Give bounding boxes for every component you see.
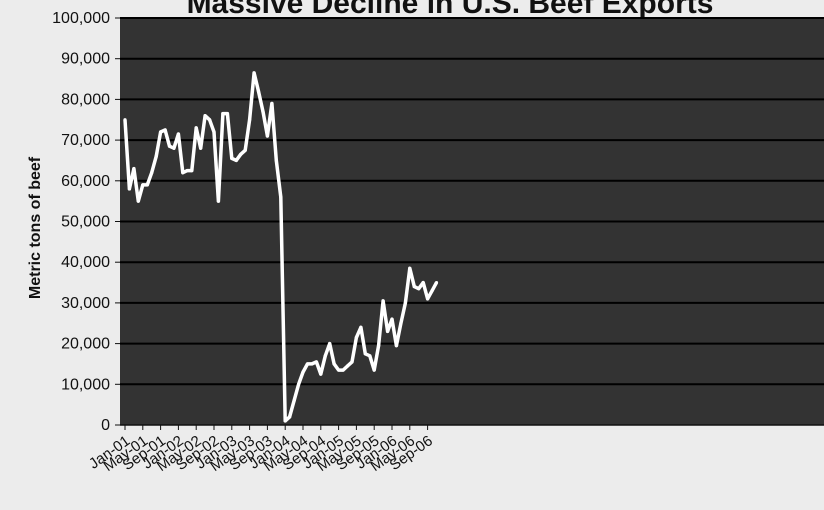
data-point	[256, 89, 261, 93]
data-point	[239, 152, 243, 156]
data-point	[328, 342, 332, 346]
data-point	[185, 169, 189, 173]
data-point	[216, 199, 221, 203]
data-point	[203, 114, 207, 118]
data-point	[394, 344, 399, 348]
y-tick-label: 10,000	[61, 376, 110, 393]
data-point	[265, 134, 269, 138]
data-point	[341, 368, 345, 372]
data-point	[421, 280, 425, 285]
data-point	[279, 195, 283, 199]
data-point	[288, 415, 292, 419]
grid-lines	[120, 17, 824, 426]
data-point	[163, 128, 167, 132]
data-point	[274, 158, 278, 163]
data-point	[252, 71, 256, 75]
data-point	[283, 419, 287, 423]
data-point	[350, 360, 354, 364]
data-point	[381, 299, 385, 303]
y-tick-label: 90,000	[61, 51, 110, 68]
data-point	[248, 118, 252, 122]
data-point	[225, 112, 229, 116]
chart-title: Massive Decline in U.S. Beef Exports	[187, 0, 714, 20]
data-point	[145, 183, 149, 187]
data-point	[132, 166, 136, 171]
data-point	[270, 101, 274, 106]
data-point	[127, 187, 132, 191]
y-tick-label: 0	[101, 417, 110, 434]
y-tick-label: 60,000	[61, 173, 110, 190]
data-point	[314, 360, 318, 364]
data-point	[310, 362, 314, 366]
data-point	[190, 169, 194, 173]
y-axis: 0 10,000 20,000 30,000 40,000 50,000 60,000 70,…	[52, 10, 120, 434]
data-point	[301, 370, 305, 374]
x-axis: Jan-01May-01Sep-01Jan-02May-02Sep-02Jan-…	[86, 425, 436, 475]
data-point	[261, 110, 265, 114]
data-point	[345, 364, 350, 368]
data-point	[337, 368, 341, 372]
data-point	[296, 382, 301, 386]
data-points	[123, 71, 439, 423]
data-point	[399, 321, 403, 325]
data-point	[332, 362, 336, 366]
y-axis-label: Metric tons of beef	[27, 156, 44, 299]
data-point	[372, 368, 376, 372]
data-point	[221, 112, 225, 116]
y-tick-label: 50,000	[61, 214, 110, 231]
data-point	[368, 354, 372, 358]
data-point	[434, 280, 439, 285]
data-point	[377, 344, 381, 348]
data-point	[319, 372, 323, 376]
y-tick-label: 40,000	[61, 254, 110, 271]
data-point	[123, 118, 127, 122]
data-point	[243, 148, 247, 152]
data-point	[207, 118, 212, 122]
data-point	[234, 158, 238, 163]
y-tick-label: 30,000	[61, 295, 110, 312]
data-point	[430, 289, 434, 293]
data-point	[390, 317, 394, 321]
data-point	[403, 301, 407, 305]
data-point	[181, 171, 185, 175]
data-point	[167, 144, 172, 148]
data-point	[426, 297, 430, 301]
y-tick-label: 70,000	[61, 132, 110, 149]
data-point	[305, 362, 310, 366]
y-tick-label: 20,000	[61, 336, 110, 353]
data-point	[172, 146, 176, 150]
data-point	[199, 146, 203, 150]
data-point	[230, 156, 234, 161]
data-point	[212, 130, 216, 134]
data-point	[417, 287, 421, 291]
data-point	[136, 199, 140, 203]
data-point	[150, 171, 154, 175]
data-point	[154, 154, 158, 158]
data-point	[159, 130, 163, 134]
data-point	[176, 132, 180, 136]
data-point	[141, 183, 145, 187]
data-point	[412, 285, 416, 289]
data-point	[359, 325, 363, 329]
data-point	[323, 354, 327, 358]
data-point	[194, 126, 198, 130]
y-tick-label: 100,000	[52, 10, 110, 27]
data-point	[408, 266, 412, 270]
data-point	[385, 329, 390, 333]
data-point	[292, 398, 296, 403]
data-point	[354, 335, 358, 340]
data-point	[363, 352, 367, 356]
y-tick-label: 80,000	[61, 91, 110, 108]
